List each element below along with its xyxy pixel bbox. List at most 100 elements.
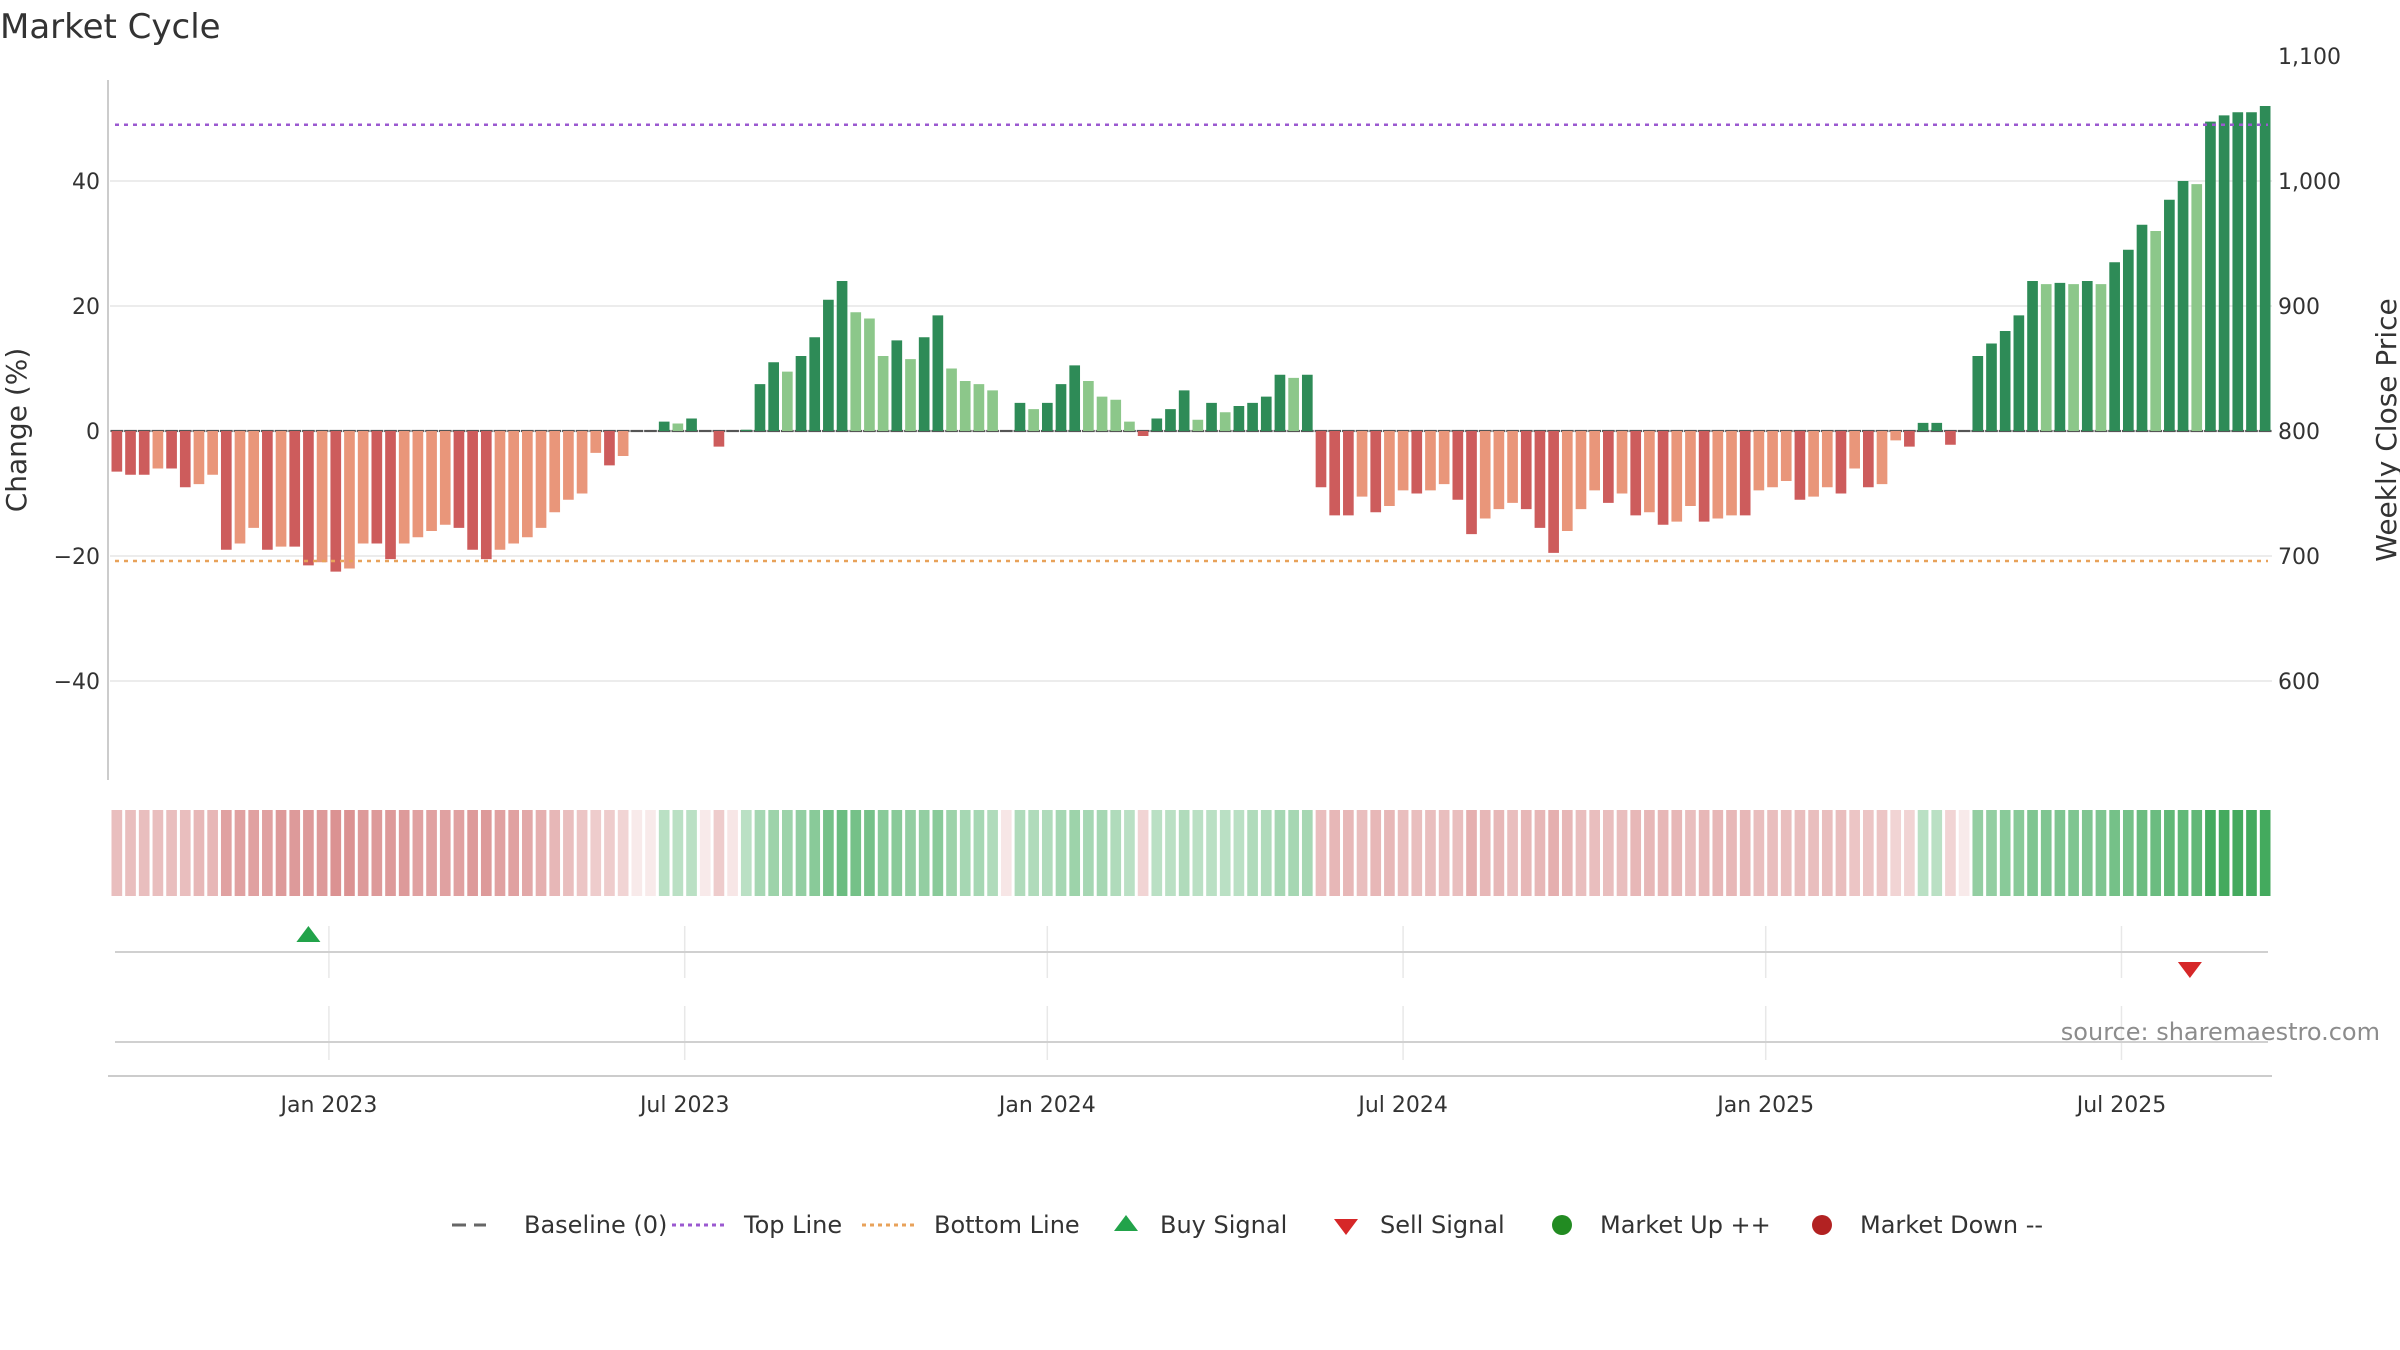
change-bar: [1041, 402, 1053, 431]
change-bar: [1397, 431, 1409, 491]
change-bar: [1165, 409, 1176, 431]
legend: Baseline (0) Top Line Bottom Line Buy Signa…: [452, 1211, 2043, 1239]
heatmap-cell: [1370, 810, 1382, 896]
change-bar: [1247, 402, 1258, 431]
heatmap-cell: [1520, 810, 1532, 896]
heatmap-cell: [1794, 810, 1806, 896]
heatmap-cell: [1165, 810, 1176, 896]
change-bar: [371, 431, 383, 544]
heatmap-cell: [918, 810, 930, 896]
heatmap-cell: [535, 810, 547, 896]
legend-item: Top Line: [672, 1211, 842, 1239]
signal-markers: [296, 926, 2202, 978]
buy-signal-marker: [296, 926, 321, 942]
change-bar: [1821, 431, 1833, 488]
change-bar: [1685, 431, 1696, 506]
heatmap-cell: [1397, 810, 1409, 896]
legend-label: Top Line: [743, 1211, 842, 1239]
change-bar: [809, 337, 821, 431]
change-bar: [2259, 106, 2271, 431]
heatmap-cell: [1507, 810, 1518, 896]
change-bar: [2122, 249, 2134, 431]
y2-tick-label: 900: [2278, 295, 2320, 320]
change-bar: [590, 431, 602, 453]
heatmap-cell: [316, 810, 328, 896]
heatmap-cell: [248, 810, 260, 896]
change-bar: [1712, 431, 1724, 519]
heatmap-cell: [823, 810, 834, 896]
heatmap-cell: [727, 810, 738, 896]
heatmap-cell: [2218, 810, 2230, 896]
heatmap-cell: [1616, 810, 1628, 896]
change-bar: [2164, 199, 2175, 431]
heatmap-cell: [207, 810, 218, 896]
legend-item: Sell Signal: [1334, 1211, 1505, 1239]
change-bar: [1780, 431, 1792, 481]
change-bar: [480, 431, 492, 560]
legend-dot-icon: [1812, 1215, 1832, 1235]
y-tick-label: 20: [72, 295, 100, 320]
heatmap-cell: [959, 810, 971, 896]
heatmap-cell: [1644, 810, 1655, 896]
legend-item: Baseline (0): [452, 1211, 667, 1239]
change-bar: [303, 431, 314, 566]
change-bar: [946, 368, 957, 431]
legend-label: Sell Signal: [1380, 1211, 1505, 1239]
change-bar: [1438, 431, 1450, 485]
heatmap-cell: [781, 810, 793, 896]
change-bar: [563, 431, 574, 500]
change-bar: [2218, 115, 2230, 431]
heatmap-cell: [2232, 810, 2244, 896]
change-bar: [1561, 431, 1573, 531]
heatmap-cell: [220, 810, 232, 896]
change-bar: [1575, 431, 1587, 510]
x-tick-label: Jan 2025: [1715, 1093, 1814, 1118]
change-bar: [2246, 112, 2257, 431]
change-bar: [1110, 399, 1122, 431]
heatmap-cell: [946, 810, 957, 896]
heatmap-cell: [836, 810, 848, 896]
heatmap-cell: [672, 810, 684, 896]
change-bar: [1890, 431, 1902, 441]
legend-label: Baseline (0): [524, 1211, 667, 1239]
y2-tick-label: 700: [2278, 545, 2320, 570]
change-bar: [1493, 431, 1505, 510]
change-bar: [1466, 431, 1477, 535]
change-bar: [220, 431, 232, 550]
change-bar: [1452, 431, 1464, 500]
change-bar: [111, 431, 123, 472]
heatmap-cell: [234, 810, 246, 896]
heatmap-cell: [905, 810, 916, 896]
change-bar: [1370, 431, 1382, 513]
change-bar: [1671, 431, 1683, 522]
legend-item: Bottom Line: [862, 1211, 1080, 1239]
heatmap-cell: [2191, 810, 2203, 896]
heatmap-cell: [522, 810, 533, 896]
heatmap-cell: [138, 810, 150, 896]
heatmap-cell: [617, 810, 629, 896]
heatmap-cell: [2068, 810, 2079, 896]
change-bar: [1343, 431, 1354, 516]
change-bar: [1794, 431, 1806, 500]
change-bar: [179, 431, 191, 488]
change-bar: [453, 431, 465, 528]
change-bar: [1329, 431, 1341, 516]
source-label: source: sharemaestro.com: [2061, 1018, 2380, 1046]
change-bar: [2095, 284, 2107, 431]
heatmap-cell: [1206, 810, 1217, 896]
change-bar: [467, 431, 478, 550]
change-bar: [248, 431, 260, 528]
heatmap-cell: [1247, 810, 1258, 896]
heatmap-cell: [590, 810, 602, 896]
change-bar: [973, 384, 985, 431]
change-bar: [932, 315, 944, 431]
heatmap-cell: [2177, 810, 2189, 896]
heatmap-cell: [1343, 810, 1354, 896]
heatmap-cell: [193, 810, 205, 896]
change-bar: [1739, 431, 1751, 516]
heatmap-cell: [1329, 810, 1341, 896]
change-bar: [1876, 431, 1888, 485]
change-bar: [1945, 431, 1956, 445]
heatmap-cell: [1657, 810, 1669, 896]
heatmap-cell: [809, 810, 821, 896]
